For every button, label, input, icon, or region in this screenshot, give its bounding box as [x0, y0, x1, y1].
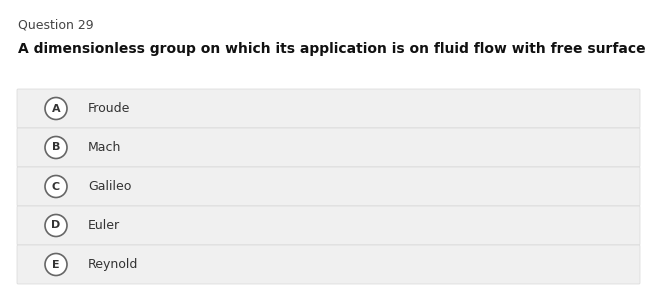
Text: Reynold: Reynold [88, 258, 139, 271]
Text: C: C [52, 181, 60, 192]
FancyBboxPatch shape [17, 128, 640, 167]
Text: Question 29: Question 29 [18, 18, 94, 31]
FancyBboxPatch shape [17, 245, 640, 284]
Ellipse shape [45, 214, 67, 237]
Text: D: D [51, 221, 60, 230]
Text: Galileo: Galileo [88, 180, 131, 193]
FancyBboxPatch shape [17, 167, 640, 206]
Text: Mach: Mach [88, 141, 122, 154]
Ellipse shape [45, 253, 67, 275]
Ellipse shape [45, 136, 67, 159]
Text: Froude: Froude [88, 102, 130, 115]
FancyBboxPatch shape [17, 206, 640, 245]
Ellipse shape [45, 98, 67, 120]
FancyBboxPatch shape [17, 89, 640, 128]
Text: A: A [52, 103, 60, 114]
Text: E: E [52, 260, 60, 270]
Ellipse shape [45, 176, 67, 197]
Text: B: B [52, 143, 60, 152]
Text: Euler: Euler [88, 219, 120, 232]
Text: A dimensionless group on which its application is on fluid flow with free surfac: A dimensionless group on which its appli… [18, 42, 646, 56]
